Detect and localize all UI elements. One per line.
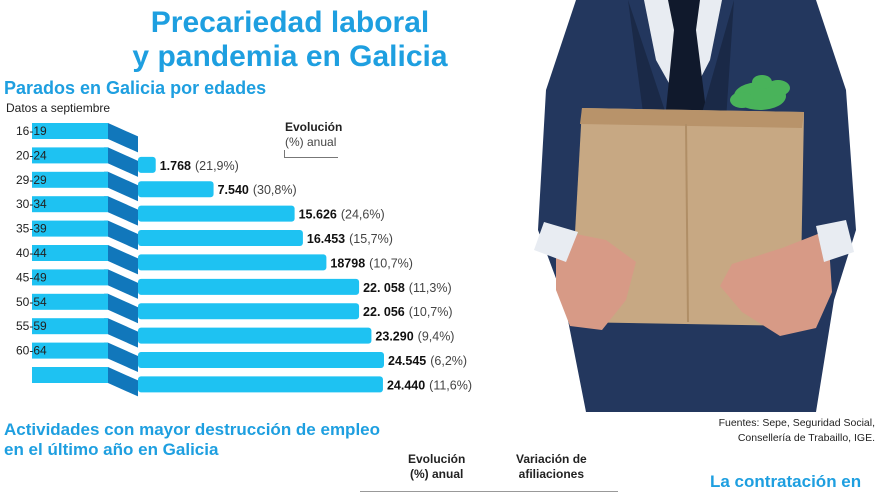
data-label: 22. 056 (10,7%) xyxy=(363,305,453,319)
bar-tab xyxy=(32,196,108,213)
data-label: 15.626 (24,6%) xyxy=(299,208,385,222)
bar-tab xyxy=(32,293,108,310)
data-label: 24.440 (11,6%) xyxy=(387,378,472,392)
bar xyxy=(138,327,372,344)
evolution-legend-line1: Evolución xyxy=(285,120,343,134)
bar xyxy=(138,278,360,295)
legend-connector-horizontal xyxy=(284,157,338,158)
bar-shadow xyxy=(104,171,138,202)
bar-tab xyxy=(32,318,108,335)
bar-shadow xyxy=(104,318,138,348)
bar xyxy=(138,205,295,222)
table-divider xyxy=(360,491,618,492)
sources-note: Fuentes: Sepe, Seguridad Social, Consell… xyxy=(690,416,875,446)
section3-title: La contratación en xyxy=(710,472,862,491)
evolution-legend: Evolución (%) anual xyxy=(285,120,342,150)
column-header-evolution-line1: Evolución xyxy=(408,452,466,466)
main-title-line2: y pandemia en Galicia xyxy=(132,40,448,73)
column-header-evolution: Evolución (%) anual xyxy=(408,452,465,482)
bar xyxy=(138,156,156,173)
category-tick-label: 30-34 xyxy=(16,197,47,211)
chart-subtitle: Datos a septiembre xyxy=(6,101,111,115)
column-header-evolution-line2: (%) anual xyxy=(410,467,464,481)
bar-shadow xyxy=(104,269,138,299)
sources-line2: Consellería de Trabaillo, IGE. xyxy=(737,432,875,444)
chart-title: Parados en Galicia por edades xyxy=(4,78,267,98)
column-header-affiliations-line1: Variación de xyxy=(516,452,587,466)
category-tick-label: 50-54 xyxy=(16,295,47,309)
category-tick-label: 29-29 xyxy=(16,173,47,187)
bar-shadow xyxy=(104,220,138,251)
bar xyxy=(138,352,384,369)
bar-tab xyxy=(32,342,108,359)
age-bar-chart: 16-19 20-24 1.768 (21,9%) 29-29 7.540 (30,8%) 3… xyxy=(16,123,472,397)
legend-connector xyxy=(284,150,285,158)
bar-tab xyxy=(32,367,108,383)
bar-tab xyxy=(32,171,108,188)
main-title: Precariedad laboral y pandemia en Galici… xyxy=(0,6,580,74)
category-tick-label: 55-59 xyxy=(16,319,47,333)
bar xyxy=(138,254,327,271)
sources-line1: Fuentes: Sepe, Seguridad Social, xyxy=(718,417,875,429)
category-tick-label: 20-24 xyxy=(16,148,47,162)
section2-title: Actividades con mayor destrucción de emp… xyxy=(4,420,380,460)
bar-shadow xyxy=(104,196,138,226)
bar xyxy=(138,230,303,247)
category-tick-label: 45-49 xyxy=(16,270,47,284)
section2-title-line1: Actividades con mayor destrucción de emp… xyxy=(4,420,381,439)
category-tick-label: 35-39 xyxy=(16,222,47,236)
category-tick-label: 60-64 xyxy=(16,344,47,358)
main-title-line1: Precariedad laboral xyxy=(150,6,430,39)
worker-illustration xyxy=(534,0,856,412)
bar-tab xyxy=(32,220,108,237)
unemployed-worker-photo xyxy=(516,0,880,412)
bar xyxy=(138,376,383,393)
bar-tab xyxy=(32,123,108,139)
bar-shadow xyxy=(104,367,138,397)
bar xyxy=(138,181,214,198)
section2-title-line2: en el último año en Galicia xyxy=(4,440,219,459)
column-header-affiliations: Variación de afiliaciones xyxy=(516,452,587,482)
category-tick-label: 16-19 xyxy=(16,124,47,138)
category-tick-label: 40-44 xyxy=(16,246,47,260)
bar-tab xyxy=(32,245,108,261)
bar-shadow xyxy=(104,293,138,324)
bar-shadow xyxy=(104,123,138,153)
bar-shadow xyxy=(104,245,138,275)
data-label: 18798 (10,7%) xyxy=(330,256,413,270)
bar-shadow xyxy=(104,147,138,177)
column-header-affiliations-line2: afiliaciones xyxy=(518,467,585,481)
bar-tab xyxy=(32,147,108,164)
data-label: 22. 058 (11,3%) xyxy=(363,281,452,295)
data-label: 24.545 (6,2%) xyxy=(388,354,467,368)
bar-tab xyxy=(32,269,108,286)
data-label: 1.768 (21,9%) xyxy=(160,159,239,173)
bar-shadow xyxy=(104,342,138,373)
data-label: 7.540 (30,8%) xyxy=(218,183,297,197)
bar xyxy=(138,303,360,320)
evolution-legend-line2: (%) anual xyxy=(285,135,337,149)
data-label: 23.290 (9,4%) xyxy=(375,330,454,344)
data-label: 16.453 (15,7%) xyxy=(307,232,393,246)
